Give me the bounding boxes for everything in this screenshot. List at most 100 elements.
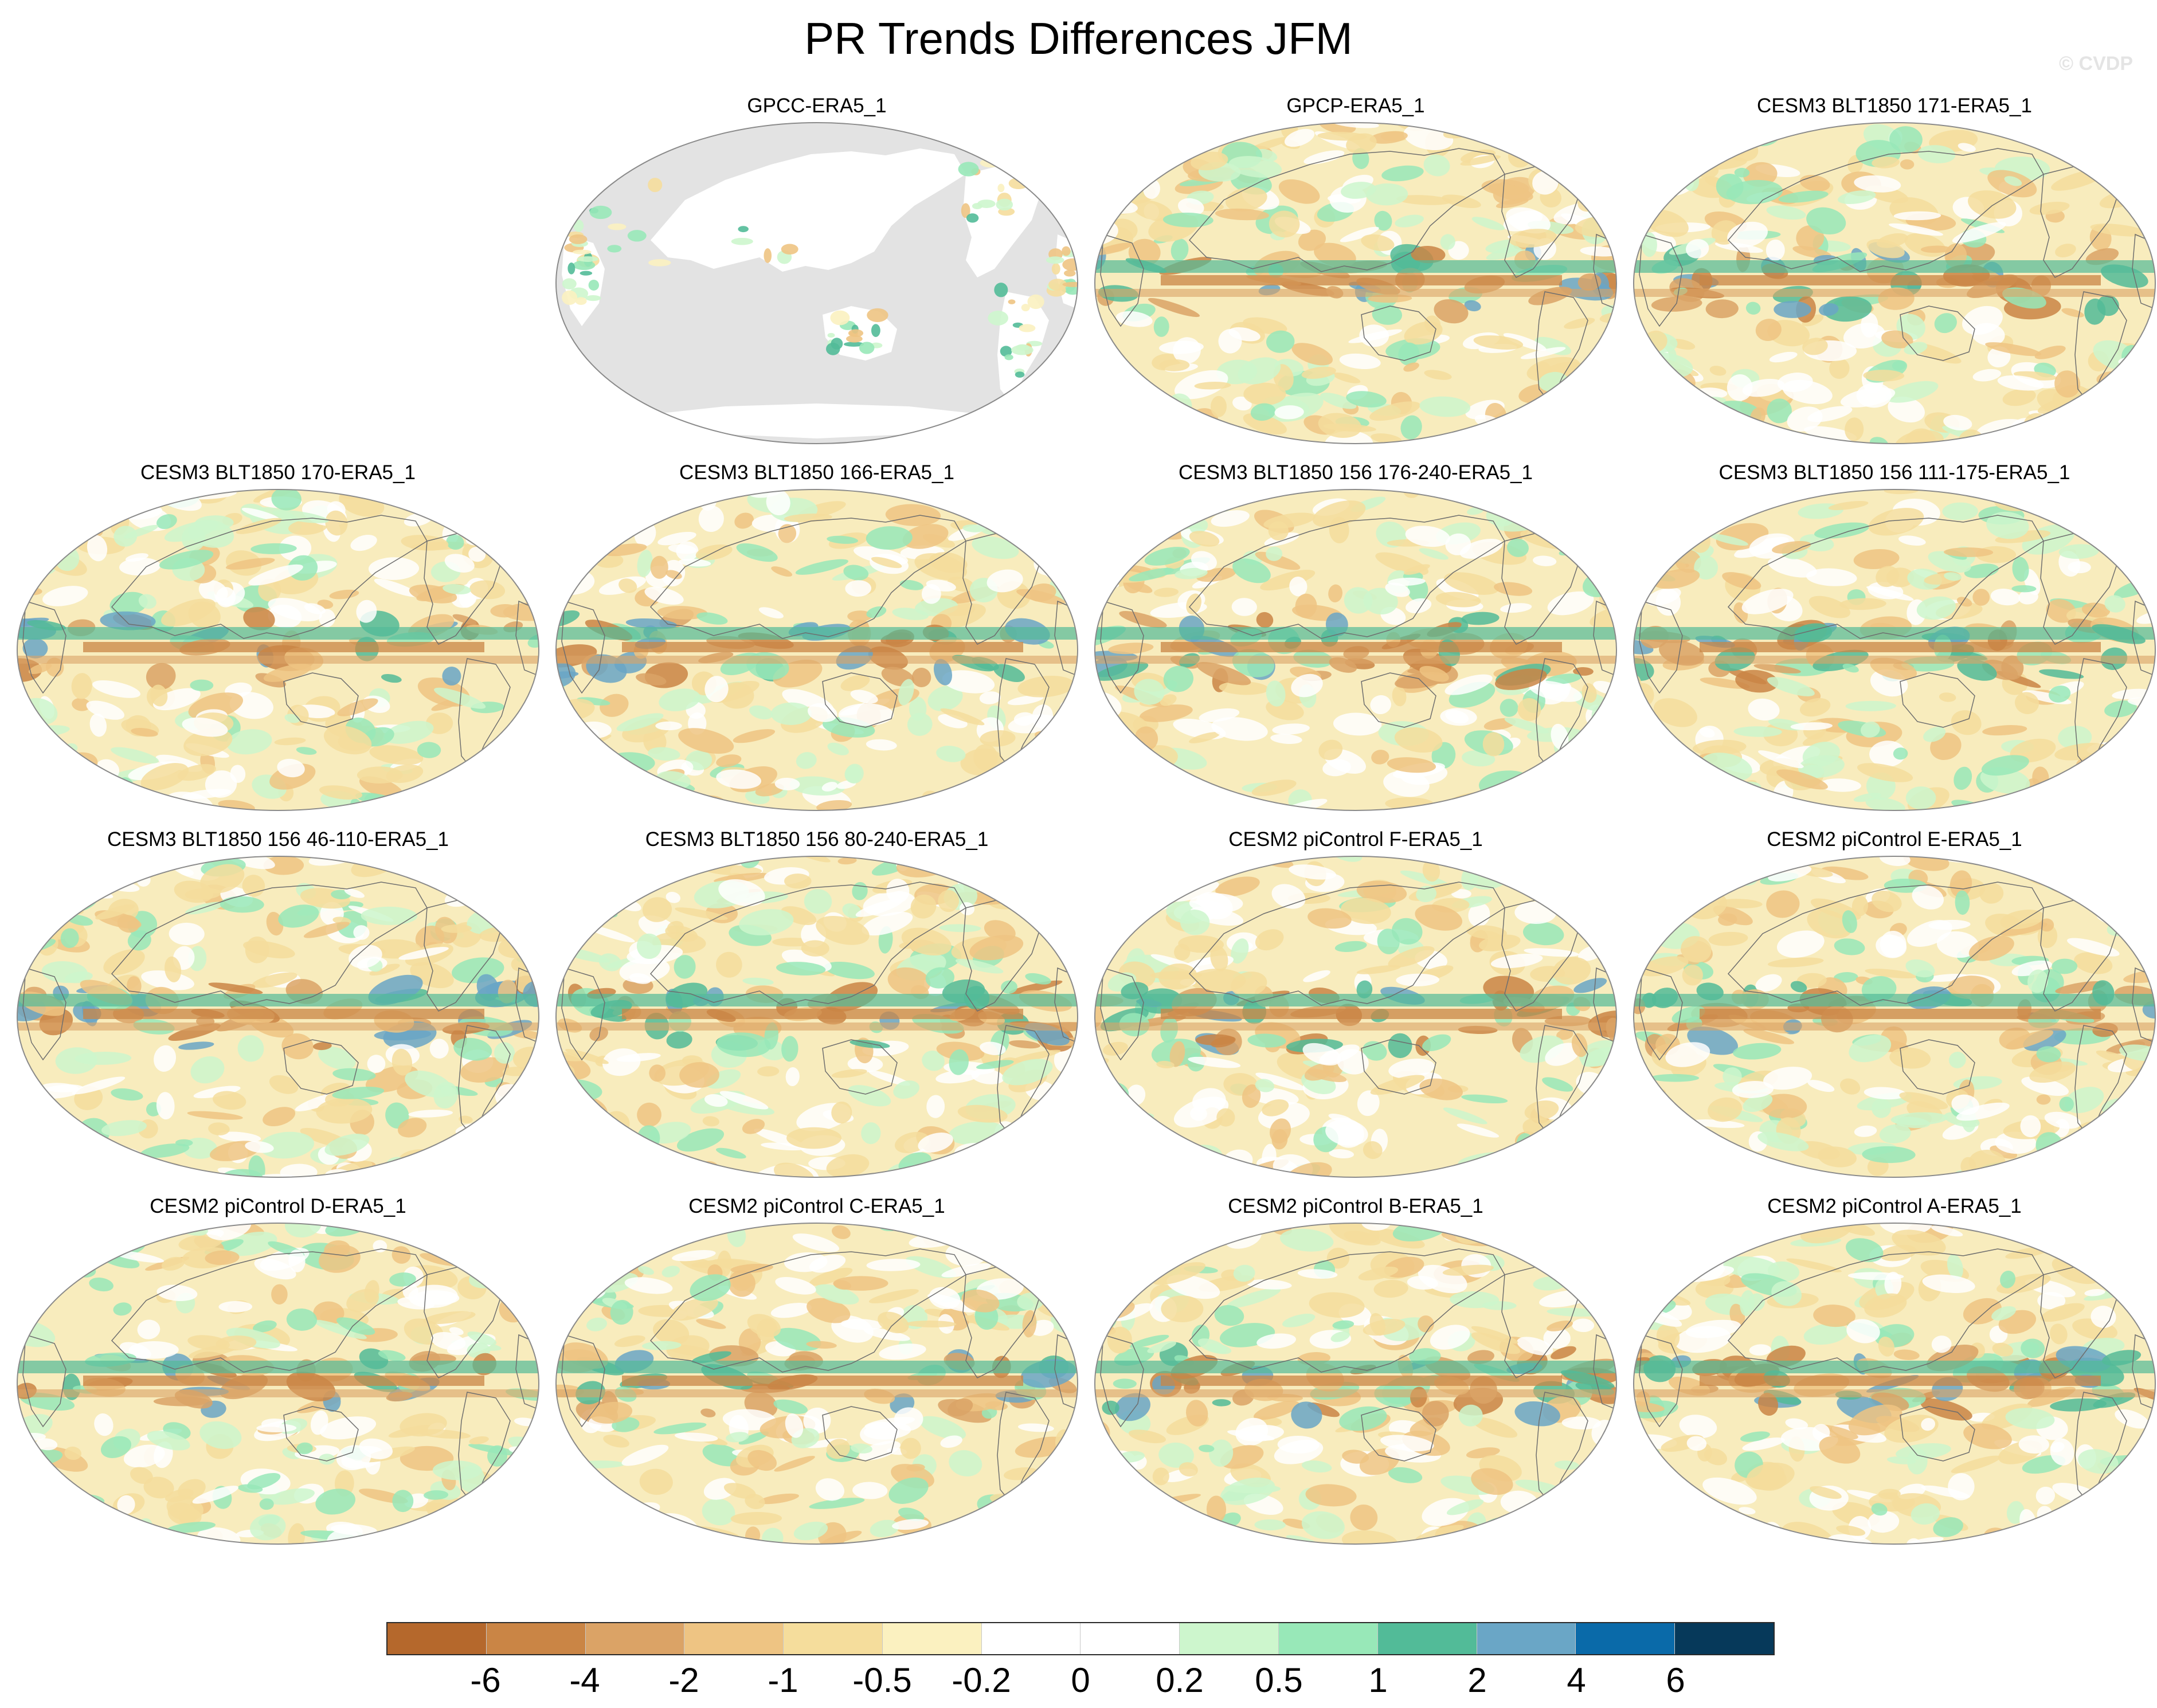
- colorbar-tick-label: 0.5: [1255, 1661, 1303, 1699]
- watermark: © CVDP: [2059, 53, 2133, 75]
- panel-title: CESM2 piControl C-ERA5_1: [688, 1195, 945, 1217]
- map-field: [17, 1223, 539, 1544]
- colorbar-tick-label: -1: [768, 1661, 798, 1699]
- map-11: [1633, 856, 2156, 1178]
- map-border: [555, 856, 1078, 1178]
- map-field: [1634, 123, 2155, 444]
- map-field: [556, 856, 1078, 1177]
- map-12: [17, 1223, 539, 1545]
- map-border: [1094, 122, 1617, 444]
- map-border: [1633, 1223, 2156, 1545]
- panel-title: CESM3 BLT1850 166-ERA5_1: [679, 461, 954, 484]
- map-14: [1094, 1223, 1617, 1545]
- colorbar-tick-label: 1: [1368, 1661, 1388, 1699]
- colorbar-swatch-3: [684, 1623, 784, 1654]
- map-panel: CESM3 BLT1850 166-ERA5_1: [550, 461, 1083, 822]
- map-field: [17, 489, 539, 810]
- map-2: [1094, 122, 1617, 444]
- colorbar: [386, 1622, 1775, 1655]
- map-border: [1633, 489, 2156, 811]
- map-panel: GPCP-ERA5_1: [1089, 95, 1622, 456]
- map-panel: GPCC-ERA5_1: [550, 95, 1083, 456]
- colorbar-swatch-11: [1477, 1623, 1576, 1654]
- map-panel: CESM3 BLT1850 156 176-240-ERA5_1: [1089, 461, 1622, 822]
- map-field: [1095, 489, 1616, 810]
- map-panel: CESM2 piControl F-ERA5_1: [1089, 828, 1622, 1189]
- map-field: [17, 856, 539, 1177]
- map-15: [1633, 1223, 2156, 1545]
- panel-title: CESM2 piControl F-ERA5_1: [1228, 828, 1483, 851]
- colorbar-swatch-12: [1576, 1623, 1676, 1654]
- panel-title: CESM3 BLT1850 156 46-110-ERA5_1: [107, 828, 449, 851]
- map-panel: CESM3 BLT1850 170-ERA5_1: [11, 461, 545, 822]
- map-border: [1094, 856, 1617, 1178]
- map-panel: CESM3 BLT1850 156 80-240-ERA5_1: [550, 828, 1083, 1189]
- map-panel: CESM3 BLT1850 171-ERA5_1: [1628, 95, 2157, 456]
- map-6: [1094, 489, 1617, 811]
- panel-title: CESM2 piControl D-ERA5_1: [150, 1195, 406, 1217]
- map-border: [555, 122, 1078, 444]
- map-field: [1095, 1223, 1616, 1544]
- colorbar-tick-label: 0: [1071, 1661, 1090, 1699]
- colorbar-swatch-2: [585, 1623, 685, 1654]
- map-border: [555, 489, 1078, 811]
- map-border: [1094, 489, 1617, 811]
- map-panel: CESM2 piControl D-ERA5_1: [11, 1195, 545, 1556]
- panel-title: CESM3 BLT1850 170-ERA5_1: [140, 461, 416, 484]
- colorbar-swatch-9: [1279, 1623, 1378, 1654]
- map-border: [1633, 856, 2156, 1178]
- map-field: [1095, 123, 1616, 444]
- panel-title: CESM2 piControl E-ERA5_1: [1767, 828, 2022, 851]
- map-1: [555, 122, 1078, 444]
- map-panel: CESM3 BLT1850 156 111-175-ERA5_1: [1628, 461, 2157, 822]
- map-panel: CESM2 piControl A-ERA5_1: [1628, 1195, 2157, 1556]
- panel-title: GPCP-ERA5_1: [1286, 95, 1425, 117]
- map-5: [555, 489, 1078, 811]
- page-title: PR Trends Differences JFM: [804, 13, 1353, 64]
- panel-title: CESM3 BLT1850 156 111-175-ERA5_1: [1718, 461, 2070, 484]
- panel-title: CESM3 BLT1850 156 176-240-ERA5_1: [1178, 461, 1533, 484]
- colorbar-swatch-5: [882, 1623, 982, 1654]
- colorbar-tick-label: 0.2: [1156, 1661, 1204, 1699]
- map-border: [17, 489, 539, 811]
- colorbar-tick-label: -2: [668, 1661, 699, 1699]
- colorbar-tick-label: -6: [470, 1661, 501, 1699]
- map-7: [1633, 489, 2156, 811]
- map-13: [555, 1223, 1078, 1545]
- map-border: [1094, 1223, 1617, 1545]
- map-field: [556, 489, 1078, 810]
- map-field: [1095, 856, 1616, 1177]
- colorbar-swatch-0: [387, 1623, 487, 1654]
- colorbar-tick-label: 6: [1666, 1661, 1685, 1699]
- colorbar-tick-label: -0.2: [952, 1661, 1011, 1699]
- colorbar-tick-label: -0.5: [852, 1661, 912, 1699]
- colorbar-swatch-7: [1081, 1623, 1180, 1654]
- map-border: [1633, 122, 2156, 444]
- map-border: [555, 1223, 1078, 1545]
- map-border: [17, 1223, 539, 1545]
- panel-title: GPCC-ERA5_1: [747, 95, 887, 117]
- map-border: [17, 856, 539, 1178]
- colorbar-swatch-8: [1180, 1623, 1279, 1654]
- map-9: [555, 856, 1078, 1178]
- map-panel: CESM2 piControl B-ERA5_1: [1089, 1195, 1622, 1556]
- colorbar-swatch-10: [1377, 1623, 1477, 1654]
- colorbar-swatch-4: [784, 1623, 883, 1654]
- map-panel: CESM2 piControl E-ERA5_1: [1628, 828, 2157, 1189]
- colorbar-swatch-1: [486, 1623, 586, 1654]
- map-10: [1094, 856, 1617, 1178]
- map-panel: CESM3 BLT1850 156 46-110-ERA5_1: [11, 828, 545, 1189]
- map-field: [556, 1223, 1078, 1544]
- map-8: [17, 856, 539, 1178]
- colorbar-tick-label: 2: [1467, 1661, 1487, 1699]
- panel-title: CESM3 BLT1850 171-ERA5_1: [1757, 95, 2032, 117]
- map-panel: CESM2 piControl C-ERA5_1: [550, 1195, 1083, 1556]
- colorbar-tick-label: -4: [569, 1661, 600, 1699]
- colorbar-swatch-13: [1675, 1623, 1774, 1654]
- colorbar-tick-label: 4: [1567, 1661, 1586, 1699]
- panel-title: CESM2 piControl A-ERA5_1: [1767, 1195, 2022, 1217]
- map-3: [1633, 122, 2156, 444]
- colorbar-swatch-6: [981, 1623, 1081, 1654]
- panel-title: CESM3 BLT1850 156 80-240-ERA5_1: [645, 828, 989, 851]
- map-field: [556, 123, 1078, 444]
